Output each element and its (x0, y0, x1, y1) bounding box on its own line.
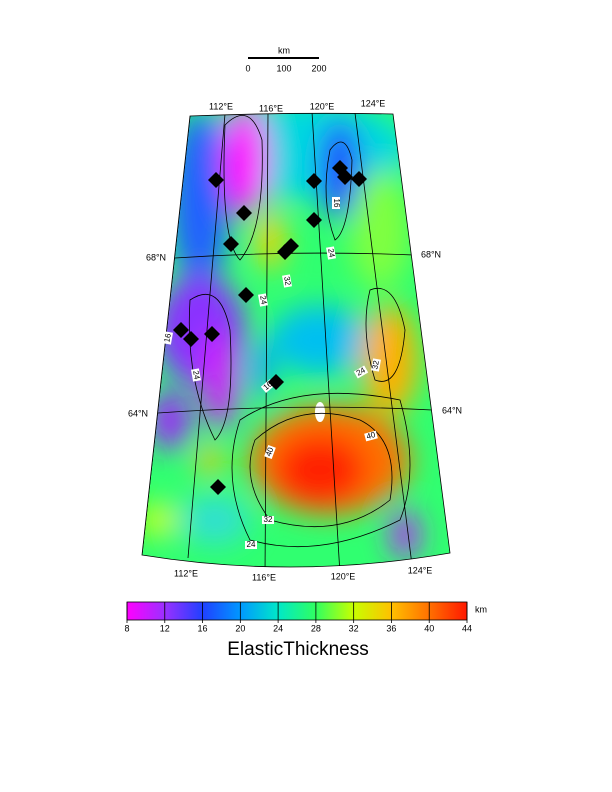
station (268, 374, 284, 390)
station (210, 479, 226, 495)
contour-label-bg (332, 197, 340, 209)
scale-unit: km (278, 45, 290, 55)
colorbar-tick-label: 12 (160, 623, 170, 633)
scale-label: 200 (311, 63, 326, 73)
lon-label: 112°E (209, 101, 233, 111)
contour-label-bg (163, 331, 173, 345)
contour-label: 40 (364, 430, 378, 442)
lon-label: 116°E (252, 572, 276, 582)
station (208, 172, 224, 188)
contour-label: 40 (264, 444, 276, 460)
contour-label: 24 (245, 540, 257, 549)
lat-label: 68°N (146, 252, 166, 262)
colorbar-tick-label: 32 (349, 623, 359, 633)
contour-label: 32 (282, 274, 293, 288)
contour-label-bg (245, 541, 257, 549)
contour-label-bg (262, 516, 274, 524)
colorbar-tick-label: 44 (462, 623, 472, 633)
station (306, 173, 322, 189)
contour-label-bg (326, 246, 336, 260)
lon-label: 116°E (259, 103, 283, 113)
lon-label: 112°E (174, 568, 198, 578)
colorbar-ramp (126, 601, 468, 621)
station (337, 169, 353, 185)
contour-label: 24 (326, 246, 337, 260)
contour-label-text: 24 (258, 295, 269, 306)
contour-label-bg (191, 368, 201, 382)
lat-label: 64°N (442, 405, 462, 415)
contour-label-text: 32 (282, 276, 293, 287)
contour-label: 16 (332, 197, 341, 209)
colorbar: km ElasticThickness 8 12 16 20 24 28 32 36 40 44 (124, 601, 487, 660)
lon-label: 124°E (408, 565, 433, 575)
lon-label: 124°E (361, 98, 386, 108)
contour-label-text: 24 (326, 248, 337, 259)
contour-label-text: 24 (191, 370, 202, 381)
lon-label: 120°E (331, 571, 356, 581)
colorbar-tick-label: 40 (424, 623, 434, 633)
station (351, 171, 367, 187)
colorbar-tick-label: 28 (311, 623, 321, 633)
station (283, 238, 299, 254)
station (183, 331, 199, 347)
station (306, 212, 322, 228)
map-frame (141, 112, 451, 568)
contour-label-bg (258, 293, 268, 307)
colorbar-tick-label: 16 (198, 623, 208, 633)
contour-label-text: 32 (264, 515, 273, 524)
contour-label-bg (264, 444, 276, 460)
colorbar-unit: km (475, 604, 487, 614)
lon-label: 120°E (310, 101, 335, 111)
contour-label: 24 (353, 365, 369, 379)
colorbar-tick-label: 24 (273, 623, 283, 633)
contour-label-bg (371, 358, 381, 372)
contour-label: 32 (262, 515, 274, 524)
contour-label-text: 16 (332, 199, 341, 208)
colorbar-title: ElasticThickness (227, 639, 369, 660)
scale-label: 100 (276, 63, 291, 73)
contour-label-text: 16 (162, 332, 173, 343)
stations (173, 160, 367, 495)
lat-label: 64°N (128, 408, 148, 418)
contour-label-text: 40 (264, 446, 276, 458)
station (204, 326, 220, 342)
scale-label: 0 (245, 63, 250, 73)
colorbar-tick-label: 20 (235, 623, 245, 633)
contour-label: 32 (370, 358, 381, 372)
contour-label-bg (364, 430, 378, 442)
contour-label: 24 (258, 293, 269, 307)
contour-label-text: 24 (247, 540, 256, 549)
colorbar-tick-label: 8 (124, 623, 129, 633)
lat-label: 68°N (421, 249, 441, 259)
contour-label-bg (282, 274, 292, 288)
map-field (142, 113, 450, 568)
contour-label-text: 32 (370, 359, 381, 370)
station (236, 205, 252, 221)
colorbar-tick-label: 36 (386, 623, 396, 633)
scale-bar: km 0 100 200 (245, 45, 326, 73)
contour-label: 24 (191, 368, 202, 382)
contour-label-text: 40 (365, 430, 376, 441)
station (238, 287, 254, 303)
station (223, 236, 239, 252)
contour-label-bg (353, 365, 369, 379)
station (173, 322, 189, 338)
contour-label: 16 (162, 331, 173, 345)
